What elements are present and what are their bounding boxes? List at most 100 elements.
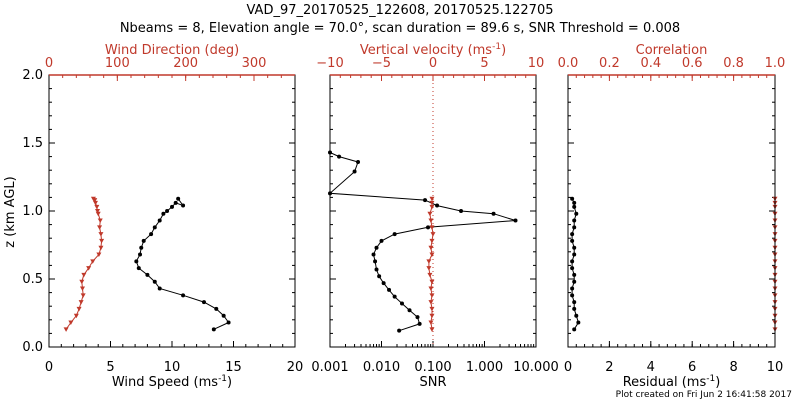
bottom-tick-label: 5 bbox=[106, 360, 114, 375]
data-point-wind-speed bbox=[136, 266, 141, 271]
plot-frame bbox=[567, 74, 776, 348]
data-point-snr bbox=[356, 160, 361, 165]
data-point-snr bbox=[379, 238, 384, 243]
top-axis-title: Wind Direction (deg) bbox=[105, 43, 239, 58]
bottom-axis-title-exponent: -1 bbox=[706, 374, 715, 384]
bottom-tick-label: 4 bbox=[647, 360, 655, 375]
data-point-wind-speed bbox=[145, 272, 150, 277]
bottom-tick-label: 0 bbox=[564, 360, 572, 375]
data-point-wind-speed bbox=[152, 225, 157, 230]
bottom-axis-title-exponent: -1 bbox=[218, 374, 227, 384]
data-point-wind-direction bbox=[96, 252, 102, 258]
data-point-vertical-velocity bbox=[429, 200, 435, 206]
data-point-vertical-velocity bbox=[429, 313, 435, 319]
figure-title-line1: VAD_97_20170525_122608, 20170525.122705 bbox=[247, 3, 554, 18]
data-point-vertical-velocity bbox=[426, 266, 432, 271]
data-point-residual bbox=[572, 300, 577, 305]
data-point-wind-speed bbox=[134, 259, 139, 264]
panel-snr-vertical-velocity: Vertical velocity (ms-1) SNR 0.001 0.010 0.1… bbox=[311, 42, 558, 390]
data-point-wind-direction bbox=[86, 266, 92, 271]
data-point-residual bbox=[572, 272, 577, 277]
data-point-wind-direction bbox=[78, 300, 84, 305]
data-point-wind-speed bbox=[138, 252, 143, 257]
data-point-snr bbox=[426, 225, 431, 230]
top-axis-title-exponent: -1 bbox=[492, 42, 501, 52]
data-point-residual bbox=[572, 279, 577, 284]
data-point-snr bbox=[399, 301, 404, 306]
data-point-wind-speed bbox=[226, 320, 231, 325]
data-point-vertical-velocity bbox=[428, 300, 434, 305]
data-point-wind-speed bbox=[141, 238, 146, 243]
data-point-wind-speed bbox=[176, 196, 181, 201]
data-point-vertical-velocity bbox=[427, 272, 433, 278]
data-point-wind-direction bbox=[95, 209, 101, 214]
bottom-tick-label: 0 bbox=[45, 360, 53, 375]
data-point-wind-speed bbox=[139, 245, 144, 250]
top-axis-title-text: Vertical velocity (ms bbox=[360, 43, 492, 58]
bottom-axis-title-text: Wind Speed (ms bbox=[112, 375, 218, 390]
data-point-vertical-velocity bbox=[429, 293, 435, 298]
data-point-vertical-velocity bbox=[429, 196, 435, 202]
data-point-vertical-velocity bbox=[430, 232, 436, 237]
bottom-axis-title-text: SNR bbox=[419, 375, 446, 390]
y-tick-label: 0.5 bbox=[22, 272, 43, 287]
data-point-wind-direction bbox=[73, 313, 79, 319]
data-point-wind-direction bbox=[99, 238, 105, 244]
y-tick-label: 2.0 bbox=[22, 68, 43, 83]
bottom-axis-title-text: Residual (ms bbox=[623, 375, 707, 390]
data-point-wind-direction bbox=[79, 286, 85, 292]
data-point-wind-speed bbox=[157, 286, 162, 291]
panel-residual-correlation: Correlation Residual (ms-1) 0 2 4 6 8 10 0.0 0.2 0… bbox=[558, 43, 786, 390]
bottom-tick-label: 2 bbox=[605, 360, 613, 375]
data-point-residual bbox=[572, 218, 577, 223]
bottom-tick-label: 20 bbox=[287, 360, 304, 375]
data-point-residual bbox=[572, 306, 577, 311]
y-tick-label: 1.0 bbox=[22, 204, 43, 219]
top-tick-label: 5 bbox=[480, 56, 488, 71]
top-tick-label: 0.0 bbox=[558, 56, 579, 71]
data-point-vertical-velocity bbox=[428, 286, 434, 292]
data-point-residual bbox=[570, 293, 575, 298]
data-point-vertical-velocity bbox=[427, 211, 433, 217]
top-tick-label: 0 bbox=[45, 56, 53, 71]
data-point-snr bbox=[381, 281, 386, 286]
data-point-residual bbox=[574, 211, 579, 216]
data-point-wind-direction bbox=[95, 211, 101, 217]
data-point-snr bbox=[374, 267, 379, 272]
data-point-wind-direction bbox=[68, 320, 74, 326]
data-point-wind-speed bbox=[149, 232, 154, 237]
data-point-residual bbox=[570, 286, 575, 291]
data-point-vertical-velocity bbox=[429, 204, 435, 210]
data-point-wind-speed bbox=[211, 327, 216, 332]
data-point-snr bbox=[397, 328, 402, 333]
top-tick-label: −5 bbox=[372, 56, 391, 71]
panel-wind: Wind Direction (deg) Wind Speed (ms-1) 0 5 1… bbox=[22, 43, 303, 390]
figure-title-line2: Nbeams = 8, Elevation angle = 70.0°, sca… bbox=[120, 21, 680, 36]
data-point-residual bbox=[572, 245, 577, 250]
bottom-axis-title: Residual (ms-1) bbox=[623, 374, 721, 390]
top-tick-label: 300 bbox=[242, 56, 267, 71]
top-tick-label: −10 bbox=[316, 56, 343, 71]
series-line-snr bbox=[328, 152, 516, 332]
data-point-snr bbox=[337, 154, 342, 159]
bottom-tick-label: 8 bbox=[729, 360, 737, 375]
top-axis-title: Vertical velocity (ms-1) bbox=[360, 42, 506, 58]
top-axis-title: Correlation bbox=[636, 43, 708, 58]
bottom-tick-label: 0.010 bbox=[363, 360, 400, 375]
data-point-residual bbox=[574, 313, 579, 318]
data-point-wind-direction bbox=[79, 279, 85, 285]
plot-credit: Plot created on Fri Jun 2 16:41:58 2017 bbox=[616, 390, 792, 400]
data-point-vertical-velocity bbox=[429, 238, 435, 244]
data-point-residual bbox=[570, 232, 575, 237]
data-point-wind-speed bbox=[173, 200, 178, 205]
data-point-residual bbox=[572, 200, 577, 205]
data-point-snr bbox=[407, 308, 412, 313]
data-point-wind-speed bbox=[170, 204, 174, 209]
data-point-wind-direction bbox=[97, 218, 103, 224]
top-axis-title-text: Wind Direction (deg) bbox=[105, 43, 239, 58]
plot-frame bbox=[48, 74, 296, 348]
data-point-snr bbox=[491, 211, 496, 216]
top-axis-title-end: ) bbox=[501, 43, 506, 58]
data-point-snr bbox=[373, 259, 378, 264]
